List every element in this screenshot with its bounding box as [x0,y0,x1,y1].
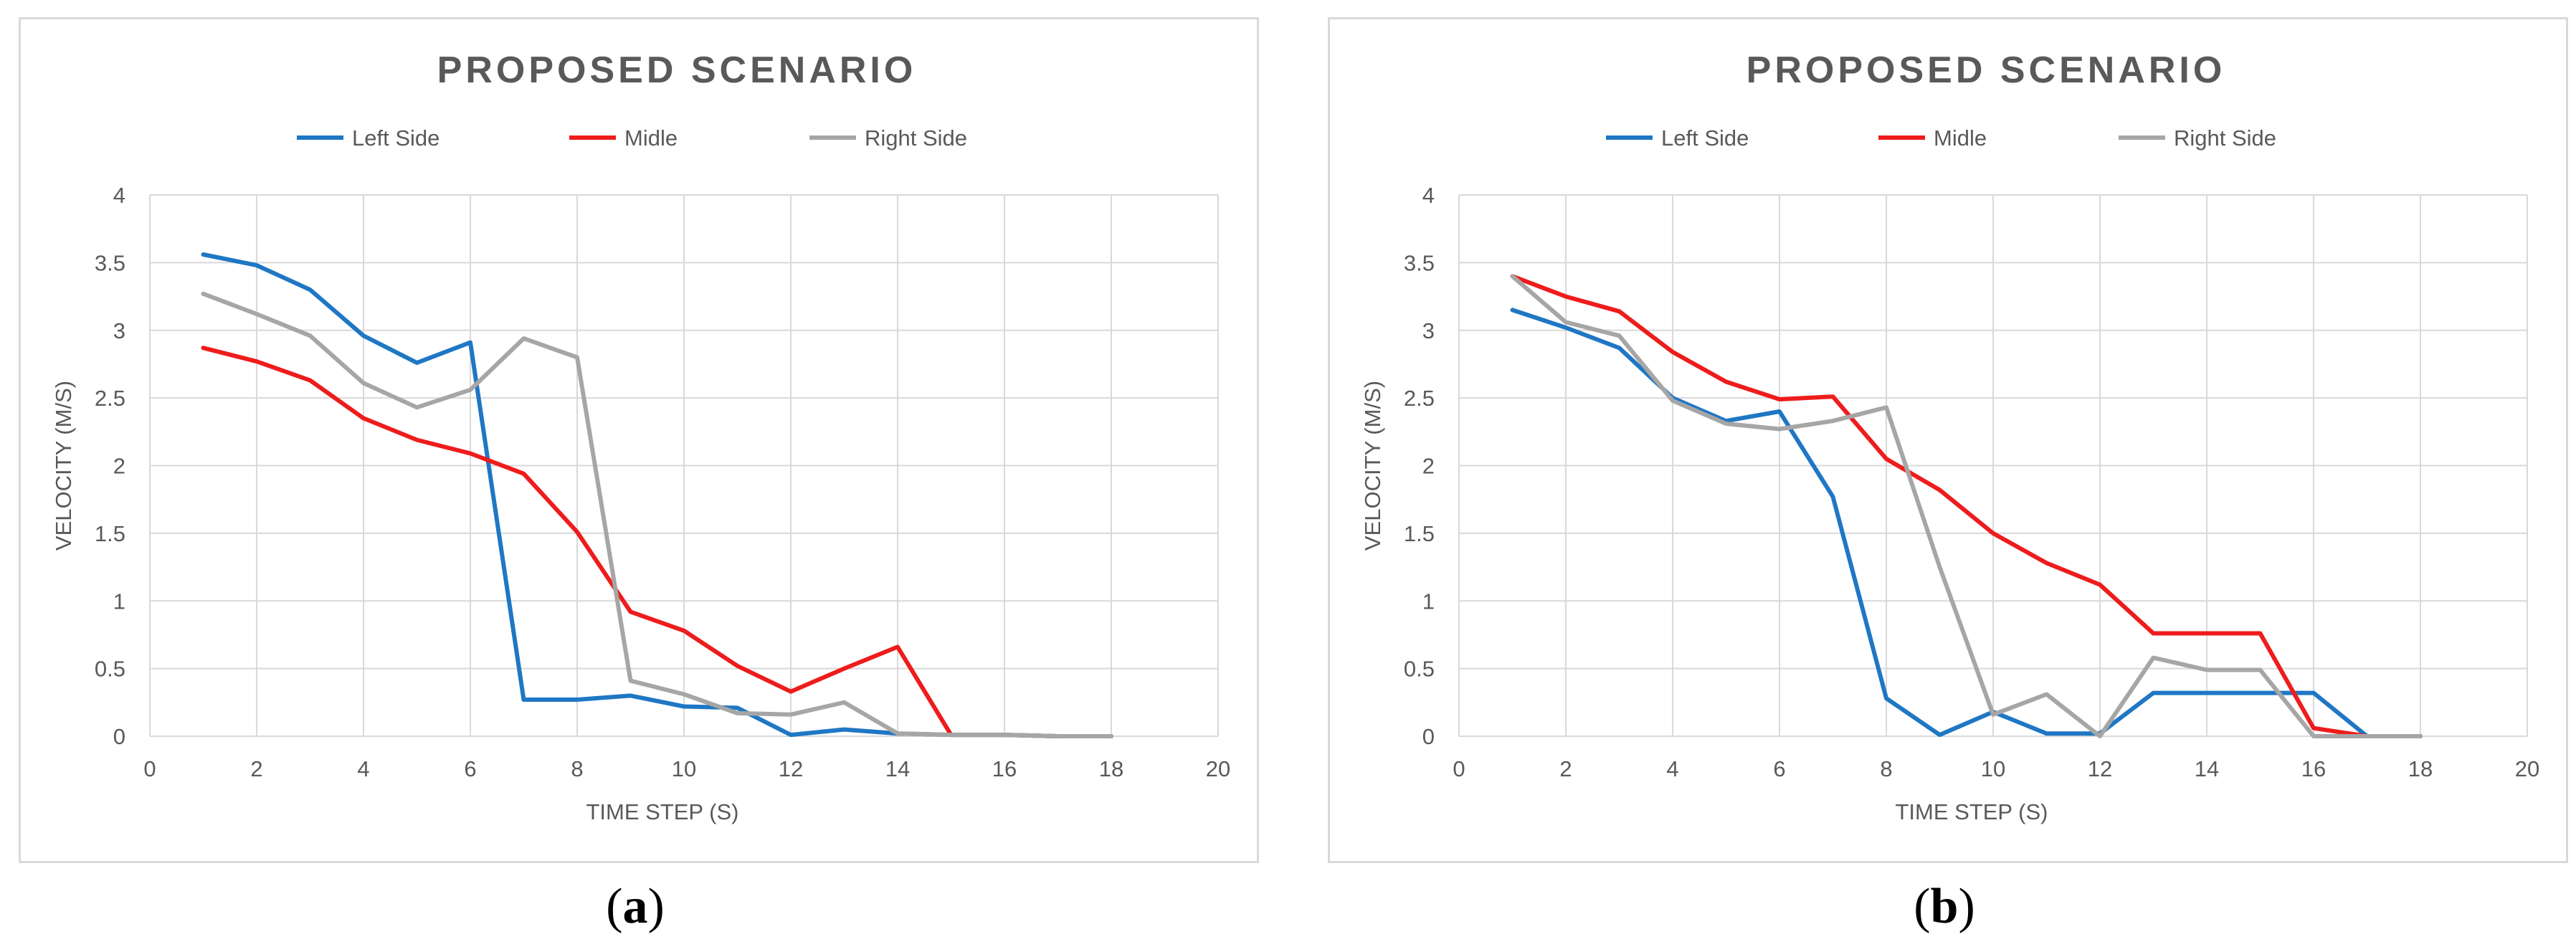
y-tick-label: 3 [113,318,125,343]
legend-label-left: Left Side [1661,125,1749,151]
y-tick-label: 1.5 [1404,521,1435,546]
x-axis-label: TIME STEP (S) [1895,799,2048,824]
y-tick-label: 4 [1422,183,1435,208]
x-tick-label: 2 [1559,756,1572,781]
x-tick-label: 2 [250,756,262,781]
x-tick-label: 10 [1981,756,2005,781]
y-axis-label: VELOCITY (M/S) [1360,381,1385,551]
y-tick-label: 2.5 [1404,386,1435,411]
series-line-right [201,291,1113,738]
x-tick-label: 12 [779,756,803,781]
caption-close-b: ) [1958,879,1975,934]
y-tick-label: 2.5 [95,386,125,411]
caption-b: (b) [1873,878,2016,936]
line-chart-a: PROPOSED SCENARIO Left Side Midle Right Sid… [51,49,1230,824]
x-tick-label: 20 [1206,756,1230,781]
y-tick-label: 0 [113,724,125,749]
chart-panel-b: PROPOSED SCENARIO Left Side Midle Right Sid… [1328,17,2568,863]
chart-panel-a: PROPOSED SCENARIO Left Side Midle Right Sid… [19,17,1259,863]
legend-label-left: Left Side [352,125,439,151]
x-tick-label: 6 [464,756,476,781]
x-tick-label: 18 [2408,756,2433,781]
y-tick-label: 3 [1422,318,1435,343]
x-tick-label: 14 [885,756,910,781]
y-tick-label: 3.5 [1404,250,1435,275]
caption-a: (a) [564,878,707,936]
y-axis-label: VELOCITY (M/S) [51,381,76,551]
line-chart-b: PROPOSED SCENARIO Left Side Midle Right Sid… [1360,49,2539,824]
legend-label-right: Right Side [2174,125,2276,151]
y-tick-label: 1.5 [95,521,125,546]
y-tick-label: 0.5 [95,657,125,682]
series-line-middle [1510,274,2423,738]
series-line-right [1510,274,2423,738]
x-tick-label: 6 [1773,756,1785,781]
x-tick-label: 0 [1453,756,1465,781]
x-tick-label: 4 [357,756,369,781]
x-tick-label: 8 [1880,756,1892,781]
x-tick-label: 0 [143,756,156,781]
chart-title: PROPOSED SCENARIO [1746,49,2226,91]
y-tick-label: 3.5 [95,250,125,275]
y-tick-label: 1 [1422,589,1435,614]
y-tick-label: 4 [113,183,125,208]
x-tick-label: 18 [1099,756,1123,781]
x-tick-label: 8 [571,756,583,781]
x-tick-label: 16 [2301,756,2326,781]
x-tick-label: 14 [2195,756,2219,781]
x-tick-label: 10 [672,756,696,781]
legend-label-middle: Midle [624,125,678,151]
y-tick-label: 0 [1422,724,1435,749]
caption-close-a: ) [647,879,665,934]
x-tick-label: 20 [2515,756,2539,781]
x-tick-label: 16 [992,756,1017,781]
y-tick-label: 2 [1422,454,1435,479]
legend-label-right: Right Side [865,125,967,151]
y-tick-label: 0.5 [1404,657,1435,682]
y-tick-label: 2 [113,454,125,479]
legend-label-middle: Midle [1934,125,1987,151]
x-tick-label: 4 [1666,756,1678,781]
caption-letter-b: b [1930,879,1959,934]
y-tick-label: 1 [113,589,125,614]
series-line-middle [201,346,1113,738]
x-axis-label: TIME STEP (S) [586,799,738,824]
caption-open-a: ( [606,879,623,934]
chart-title: PROPOSED SCENARIO [437,49,917,91]
x-tick-label: 12 [2088,756,2112,781]
series-line-left [201,252,1113,738]
caption-open-b: ( [1914,879,1931,934]
caption-letter-a: a [622,879,648,934]
